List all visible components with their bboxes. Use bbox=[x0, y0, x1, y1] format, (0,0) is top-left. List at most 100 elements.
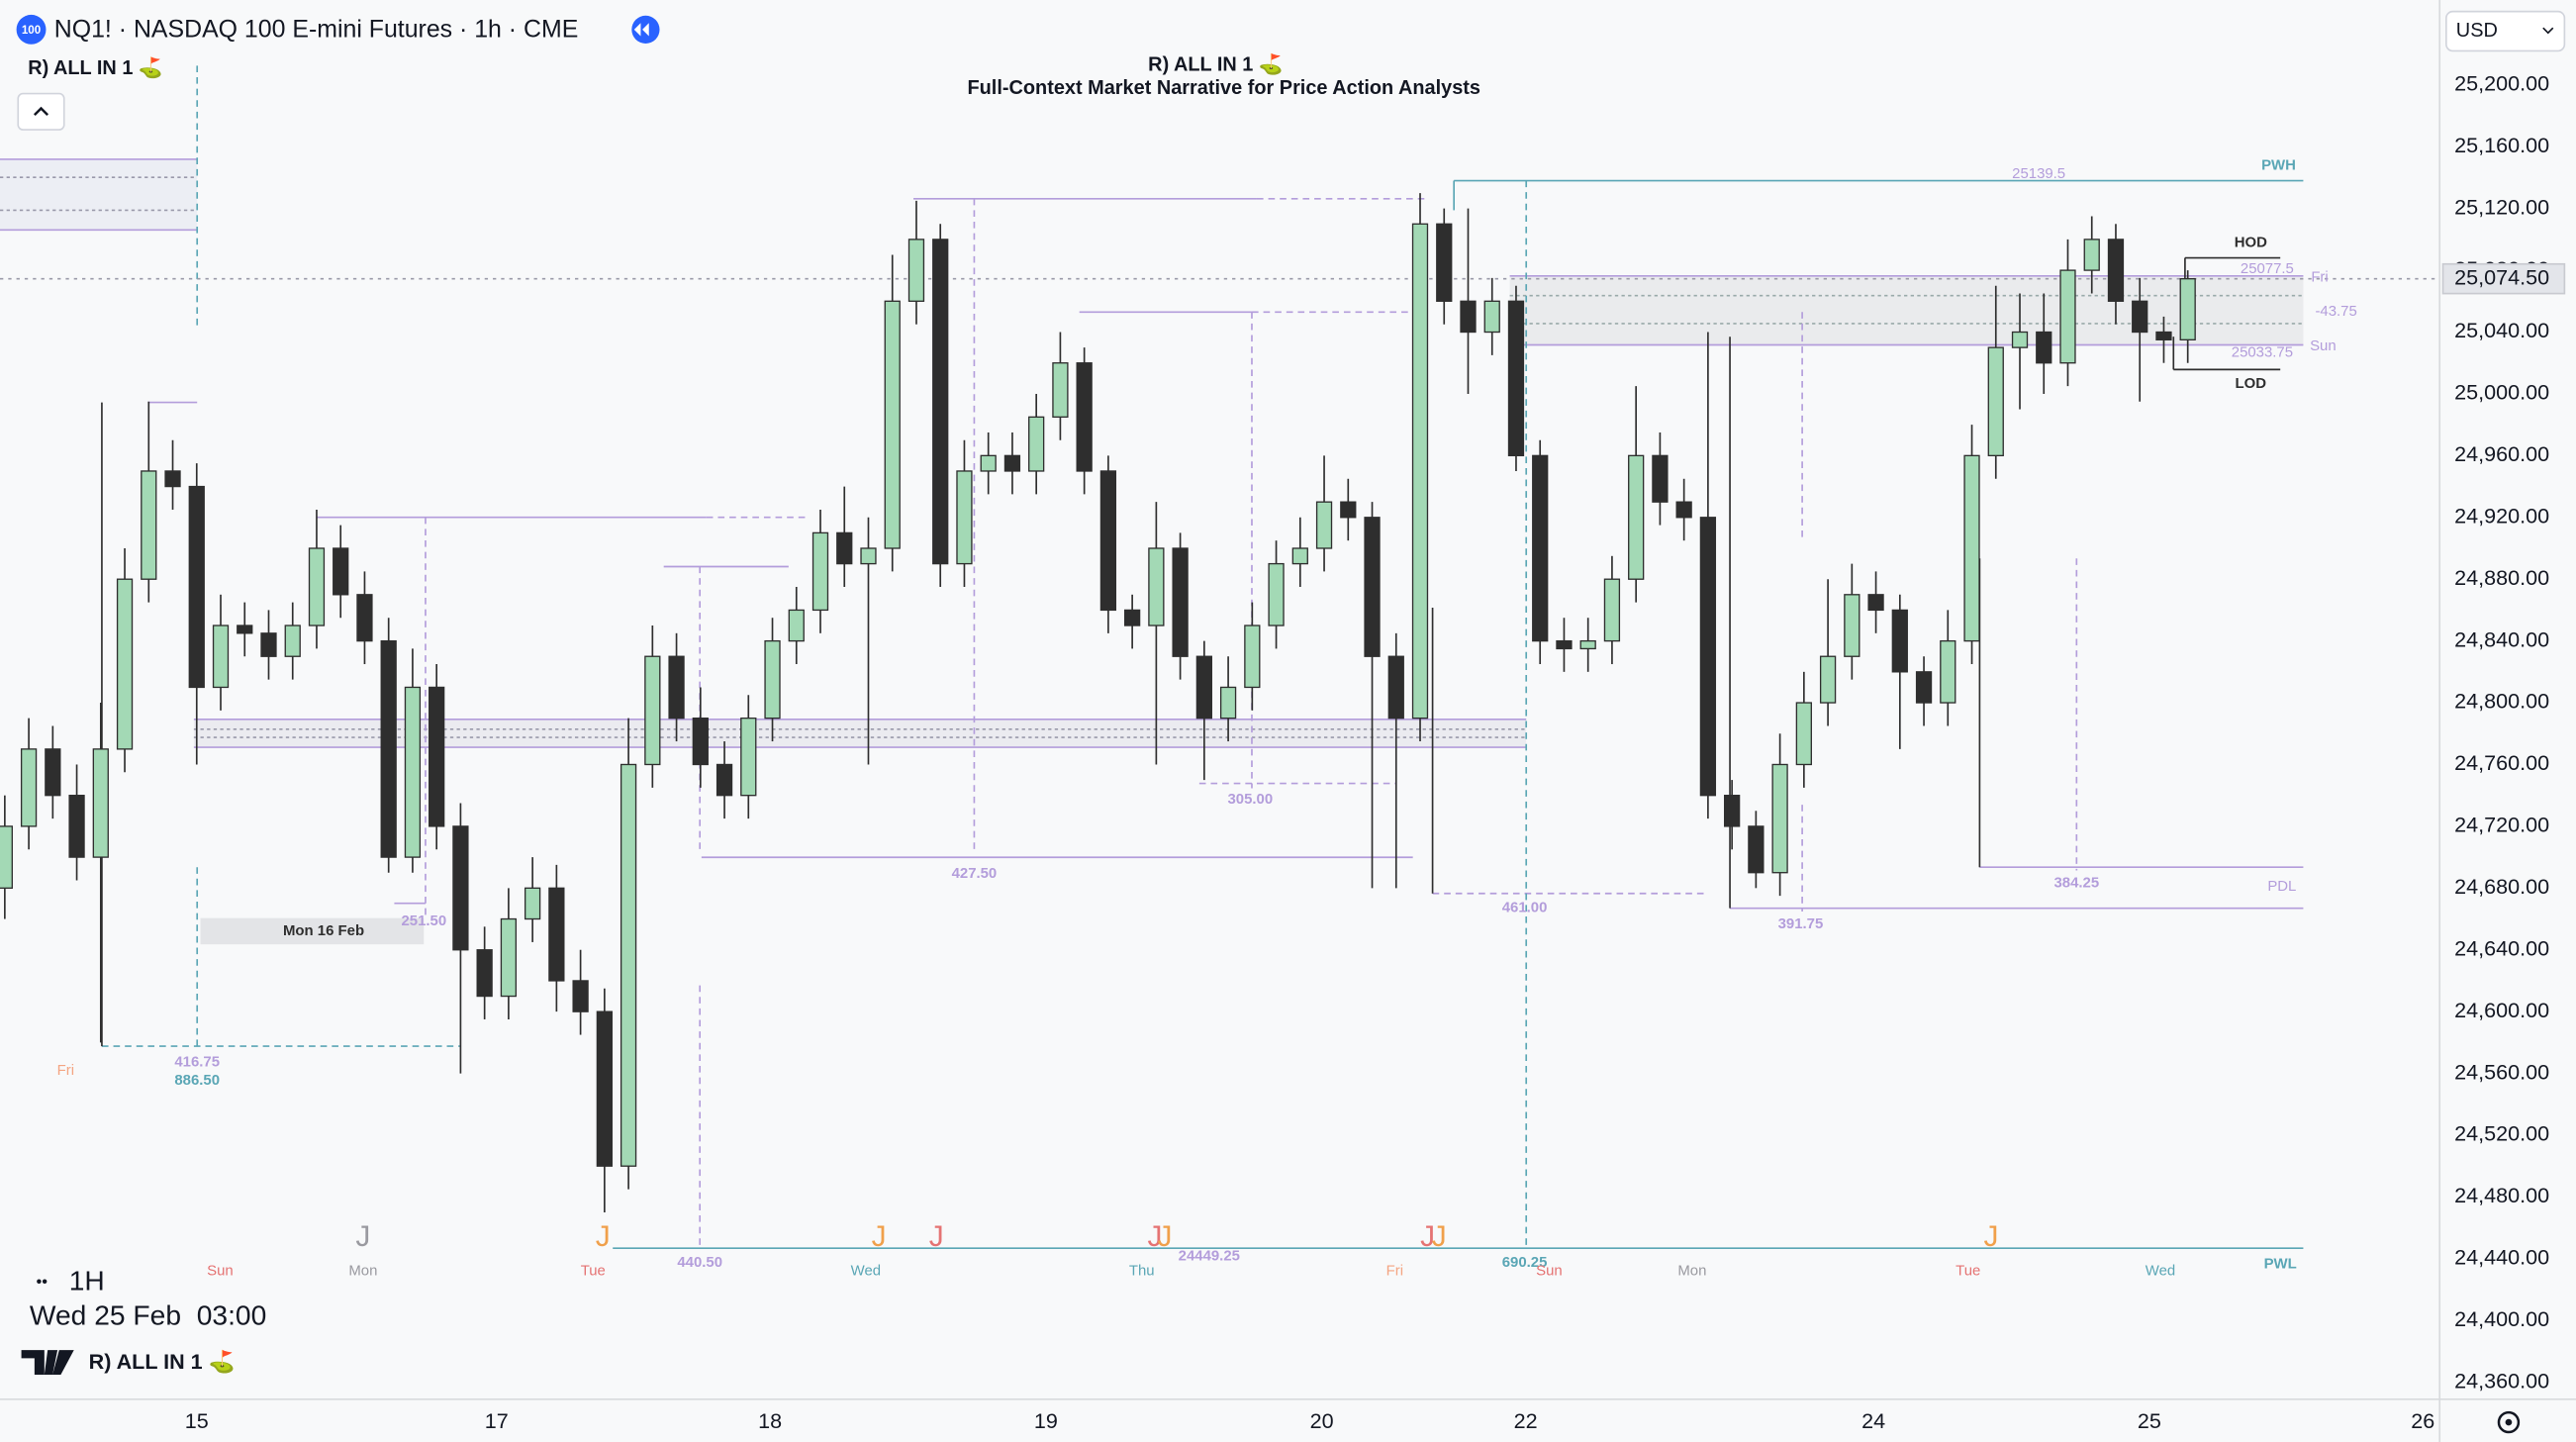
x-tick-label: 18 bbox=[758, 1408, 782, 1433]
interval-label: 1H bbox=[69, 1264, 105, 1296]
annotation: Fri bbox=[2311, 268, 2328, 285]
annotation: J bbox=[1432, 1220, 1447, 1253]
settings-dot bbox=[2505, 1418, 2513, 1426]
candle-body bbox=[2155, 331, 2172, 340]
x-tick-label: 20 bbox=[1310, 1408, 1334, 1433]
candle-body bbox=[884, 300, 901, 549]
annotation: 391.75 bbox=[1778, 915, 1824, 932]
candle-body bbox=[1076, 362, 1093, 472]
currency-select[interactable] bbox=[2445, 10, 2566, 52]
candle-body bbox=[1123, 609, 1141, 626]
y-tick-label: 24,560.00 bbox=[2454, 1059, 2549, 1084]
candle-body bbox=[1244, 625, 1261, 689]
x-tick-label: 15 bbox=[185, 1408, 209, 1433]
candle-body bbox=[260, 632, 277, 657]
y-tick-label: 24,520.00 bbox=[2454, 1121, 2549, 1146]
candle-body bbox=[1387, 655, 1404, 720]
candle-body bbox=[68, 795, 85, 858]
last-price-label: 25,074.50 bbox=[2454, 264, 2549, 289]
chart-subtitle: Full-Context Market Narrative for Price … bbox=[967, 77, 1480, 99]
replay-icon bbox=[633, 23, 649, 37]
candle-body bbox=[1628, 454, 1645, 580]
annotations: 25139.5 PWH HOD 25077.5 Fri -43.75 25033.75 Sun… bbox=[57, 157, 2357, 1280]
annotation: 440.50 bbox=[677, 1254, 722, 1271]
settings-icon[interactable] bbox=[2497, 1410, 2521, 1434]
indicator-name[interactable]: R) ALL IN 1 ⛳ bbox=[28, 55, 163, 79]
annotation: Mon bbox=[1677, 1262, 1706, 1279]
candle-body bbox=[907, 239, 925, 302]
annotation: 461.00 bbox=[1502, 900, 1548, 916]
candle-body bbox=[1172, 547, 1189, 657]
symbol-title: NQ1! · NASDAQ 100 E-mini Futures · 1h · … bbox=[54, 15, 579, 43]
y-tick-label: 25,120.00 bbox=[2454, 194, 2549, 219]
annotation: J bbox=[1148, 1220, 1163, 1253]
candle-body bbox=[452, 825, 469, 951]
candle-body bbox=[2036, 331, 2052, 364]
candle-body bbox=[1099, 470, 1117, 612]
candle-body bbox=[164, 470, 181, 488]
annotation: Mon 16 Feb bbox=[283, 922, 364, 939]
indicator-footer: R) ALL IN 1 ⛳ bbox=[89, 1349, 236, 1375]
candle-body bbox=[1987, 346, 2004, 457]
candle-body bbox=[956, 470, 973, 565]
y-tick-label: 24,720.00 bbox=[2454, 813, 2549, 837]
candle-body bbox=[1652, 454, 1669, 503]
annotation: J bbox=[596, 1220, 611, 1253]
candle-body bbox=[1819, 655, 1837, 704]
candle-body bbox=[1579, 639, 1596, 650]
x-tick-label: 25 bbox=[2138, 1408, 2161, 1433]
y-tick-label: 24,440.00 bbox=[2454, 1245, 2549, 1270]
annotation: PWH bbox=[2261, 157, 2296, 174]
y-tick-label: 24,400.00 bbox=[2454, 1306, 2549, 1331]
annotation: J bbox=[872, 1220, 887, 1253]
candle-body bbox=[500, 917, 518, 998]
candle-body bbox=[596, 1010, 613, 1167]
annotation: Wed bbox=[851, 1262, 881, 1279]
candle-body bbox=[404, 686, 422, 858]
candle-body bbox=[1723, 795, 1741, 827]
annotation: 384.25 bbox=[2054, 875, 2100, 892]
annotation: 305.00 bbox=[1227, 791, 1273, 808]
annotation: 25077.5 bbox=[2241, 260, 2294, 277]
candle-body bbox=[1771, 763, 1788, 874]
y-tick-label: 24,960.00 bbox=[2454, 441, 2549, 466]
candle-body bbox=[92, 748, 109, 858]
candle-body bbox=[1148, 547, 1165, 626]
y-tick-label: 25,000.00 bbox=[2454, 380, 2549, 405]
candle-body bbox=[1195, 655, 1212, 720]
annotation: Mon bbox=[348, 1262, 377, 1279]
candle-body bbox=[1891, 609, 1908, 673]
candle-body bbox=[932, 239, 949, 565]
caret-icon bbox=[33, 106, 49, 117]
collapse-button[interactable] bbox=[17, 92, 65, 131]
annotation: Fri bbox=[57, 1062, 74, 1079]
candle-body bbox=[380, 639, 397, 858]
candle-body bbox=[811, 531, 829, 612]
candle-body bbox=[716, 763, 733, 797]
annotation: Fri bbox=[1386, 1262, 1403, 1279]
y-tick-label: 24,360.00 bbox=[2454, 1368, 2549, 1393]
candle-body bbox=[572, 980, 589, 1012]
y-tick-label: 24,840.00 bbox=[2454, 626, 2549, 651]
candle-body bbox=[333, 547, 349, 596]
candle-body bbox=[1003, 454, 1021, 472]
candle-body bbox=[1532, 454, 1549, 642]
annotation: Tue bbox=[1956, 1262, 1980, 1279]
badge-text: 100 bbox=[22, 24, 41, 37]
candle-body bbox=[860, 547, 877, 565]
candle-body bbox=[1028, 416, 1045, 472]
x-tick-label: 19 bbox=[1034, 1408, 1058, 1433]
candle-body bbox=[429, 686, 445, 827]
candle-body bbox=[356, 594, 373, 642]
candle-body bbox=[788, 609, 805, 642]
chart-title: R) ALL IN 1 ⛳ bbox=[1148, 52, 1284, 76]
dots: •• bbox=[37, 1272, 48, 1291]
drawings bbox=[0, 65, 2440, 1250]
candle-body bbox=[20, 748, 38, 827]
candle-body bbox=[1291, 547, 1308, 565]
candle-body bbox=[2132, 300, 2148, 334]
x-tick-label: 22 bbox=[1514, 1408, 1538, 1433]
candle-body bbox=[1315, 501, 1333, 549]
annotation: Sun bbox=[2310, 337, 2337, 354]
